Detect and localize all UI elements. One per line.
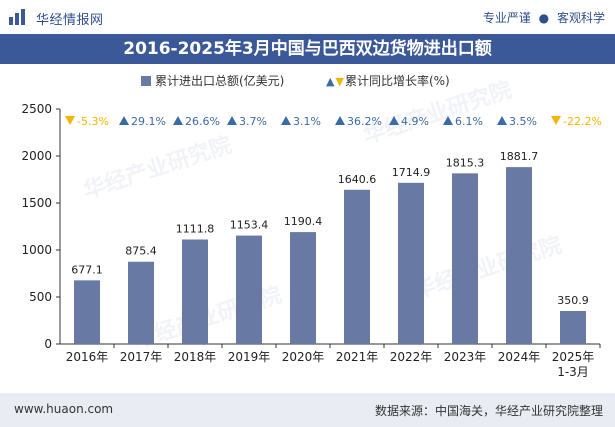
bar [452, 173, 478, 344]
growth-label: 4.9% [401, 115, 429, 128]
data-label: 1881.7 [500, 150, 539, 163]
bar [398, 182, 424, 344]
tagline-b: 客观科学 [556, 11, 605, 25]
x-tick-label: 1-3月 [557, 365, 589, 379]
up-triangle-icon [119, 116, 129, 125]
bar [344, 189, 370, 344]
growth-label: 36.2% [347, 115, 382, 128]
x-tick-label: 2024年 [498, 350, 541, 364]
bar [182, 239, 208, 344]
up-triangle-icon [227, 116, 237, 125]
x-tick-label: 2023年 [444, 350, 487, 364]
legend-bar-label: 累计进出口总额(亿美元) [155, 74, 285, 88]
x-tick-label: 2020年 [282, 350, 325, 364]
bar [128, 261, 154, 344]
data-label: 875.4 [125, 245, 157, 258]
down-triangle-icon: ▼ [335, 75, 344, 88]
legend-item-bars: 累计进出口总额(亿美元) [141, 72, 284, 89]
legend: 累计进出口总额(亿美元) ▲▼累计同比增长率(%) [0, 70, 615, 90]
up-triangle-icon [389, 116, 399, 125]
down-triangle-icon [551, 116, 561, 125]
y-tick-label: 500 [29, 290, 52, 304]
y-tick-label: 0 [44, 337, 52, 351]
up-triangle-icon [443, 116, 453, 125]
website-text: www.huaon.com [14, 402, 114, 416]
up-triangle-icon [497, 116, 507, 125]
x-tick-label: 2021年 [336, 350, 379, 364]
growth-label: 26.6% [185, 115, 220, 128]
bar [236, 235, 262, 344]
bar [290, 232, 316, 344]
growth-label: 6.1% [455, 115, 483, 128]
legend-item-growth: ▲▼累计同比增长率(%) [326, 72, 450, 89]
growth-label: -5.3% [77, 115, 109, 128]
data-label: 677.1 [71, 263, 103, 276]
up-triangle-icon [173, 116, 183, 125]
tagline: 专业严谨 ● 客观科学 [483, 9, 605, 26]
growth-label: 3.1% [293, 115, 321, 128]
tagline-separator: ● [538, 11, 550, 25]
brand-name: 华经情报网 [36, 13, 104, 28]
data-label: 1640.6 [338, 173, 377, 186]
data-label: 1153.4 [230, 219, 269, 232]
up-triangle-icon [335, 116, 345, 125]
down-triangle-icon [65, 116, 75, 125]
y-tick-label: 1500 [21, 196, 52, 210]
bar [74, 280, 100, 344]
x-tick-label: 2019年 [228, 350, 271, 364]
up-triangle-icon: ▲ [326, 75, 335, 88]
title-bar: 2016-2025年3月中国与巴西双边货物进出口额 [0, 34, 615, 64]
x-tick-label: 2016年 [66, 350, 109, 364]
y-tick-label: 2000 [21, 149, 52, 163]
legend-swatch [141, 76, 151, 86]
data-label: 1190.4 [284, 215, 323, 228]
legend-growth-label: 累计同比增长率(%) [344, 74, 450, 88]
data-label: 350.9 [557, 294, 589, 307]
source-text: 数据来源：中国海关，华经产业研究院整理 [374, 404, 603, 418]
x-tick-label: 2022年 [390, 350, 433, 364]
y-tick-label: 1000 [21, 243, 52, 257]
up-triangle-icon [281, 116, 291, 125]
bar [506, 167, 532, 344]
x-tick-label: 2017年 [120, 350, 163, 364]
growth-label: 3.7% [239, 115, 267, 128]
growth-label: -22.2% [563, 115, 602, 128]
y-tick-label: 2500 [21, 102, 52, 116]
data-label: 1111.8 [176, 222, 215, 235]
chart-title: 2016-2025年3月中国与巴西双边货物进出口额 [123, 39, 492, 59]
footer: www.huaon.com 数据来源：中国海关，华经产业研究院整理 [0, 393, 615, 427]
data-label: 1815.3 [446, 156, 485, 169]
logo-icon [9, 9, 25, 25]
tagline-a: 专业严谨 [482, 11, 531, 25]
growth-label: 29.1% [131, 115, 166, 128]
x-tick-label: 2025年 [552, 350, 595, 364]
x-tick-label: 2018年 [174, 350, 217, 364]
bar-chart: 0 500 1000 1500 2000 2500 677.1 2016年 -5.3% 875.4… [21, 102, 602, 379]
top-bar: 华经情报网 专业严谨 ● 客观科学 [0, 0, 615, 34]
data-label: 1714.9 [392, 166, 431, 179]
growth-label: 3.5% [509, 115, 537, 128]
bar [560, 311, 586, 344]
